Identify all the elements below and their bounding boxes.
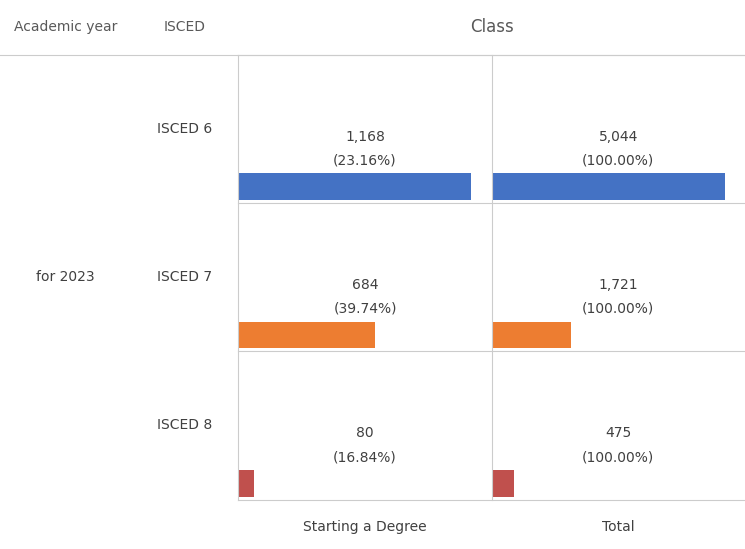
Text: (100.00%): (100.00%) [583,450,654,464]
Text: 1,168: 1,168 [345,130,385,144]
Text: (39.74%): (39.74%) [333,302,397,316]
Bar [492,173,725,200]
Text: (16.84%): (16.84%) [333,450,397,464]
Text: ISCED: ISCED [163,20,206,35]
Text: Academic year: Academic year [13,20,117,35]
Text: ISCED 6: ISCED 6 [156,122,212,136]
Bar [238,322,375,349]
Text: Starting a Degree: Starting a Degree [303,520,427,534]
Text: 475: 475 [605,426,632,440]
Text: (100.00%): (100.00%) [583,302,654,316]
Bar [492,470,513,497]
Text: for 2023: for 2023 [36,270,95,284]
Bar [492,322,571,349]
Bar [238,173,472,200]
Text: 1,721: 1,721 [598,278,638,292]
Text: (100.00%): (100.00%) [583,154,654,167]
Text: 684: 684 [352,278,378,292]
Text: Class: Class [470,19,513,36]
Text: Total: Total [602,520,635,534]
Bar [238,470,254,497]
Text: 5,044: 5,044 [599,130,638,144]
Text: ISCED 8: ISCED 8 [156,418,212,433]
Text: ISCED 7: ISCED 7 [157,270,212,284]
Text: 80: 80 [356,426,374,440]
Text: (23.16%): (23.16%) [333,154,397,167]
